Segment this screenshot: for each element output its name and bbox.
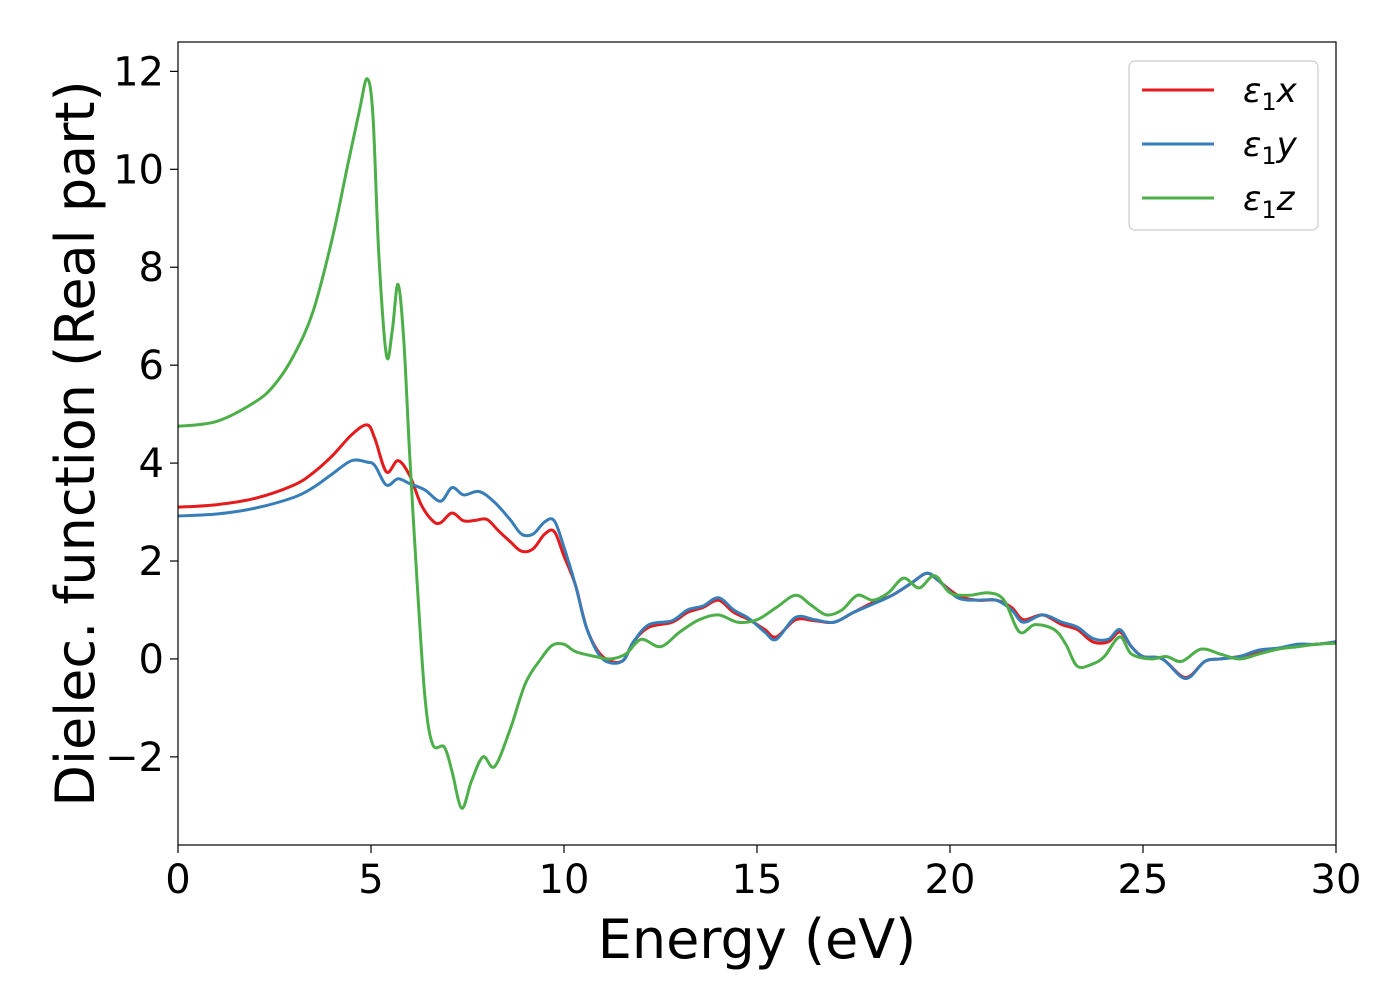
legend-label: ε1y [1243,125,1298,170]
x-axis-title: Energy (eV) [598,908,917,971]
y-tick-label: −2 [105,735,164,781]
y-tick-label: 12 [113,49,164,95]
y-tick-label: 2 [139,539,164,585]
y-axis-title: Dielec. function (Real part) [44,80,107,806]
y-tick-label: 0 [139,637,164,683]
legend-label: ε1x [1243,71,1298,116]
y-ticks: −2 0 2 4 6 8 10 12 [105,49,178,781]
x-tick-label: 10 [539,857,590,903]
y-tick-label: 4 [139,441,164,487]
y-tick-label: 6 [139,343,164,389]
y-tick-label: 10 [113,147,164,193]
series-layer [178,77,1336,810]
x-tick-label: 20 [925,857,976,903]
legend-box [1128,60,1319,231]
x-tick-label: 5 [358,857,383,903]
x-tick-label: 0 [165,857,190,903]
x-tick-label: 15 [732,857,783,903]
x-tick-label: 25 [1118,857,1169,903]
legend: ε1x ε1y ε1z [1128,60,1319,231]
x-ticks: 0 5 10 15 20 25 30 [165,845,1361,903]
series-line-y [178,458,1336,681]
x-tick-label: 30 [1311,857,1362,903]
y-tick-label: 8 [139,245,164,291]
series-line-z [178,77,1336,810]
legend-label: ε1z [1243,179,1296,224]
series-line-x [178,423,1336,680]
